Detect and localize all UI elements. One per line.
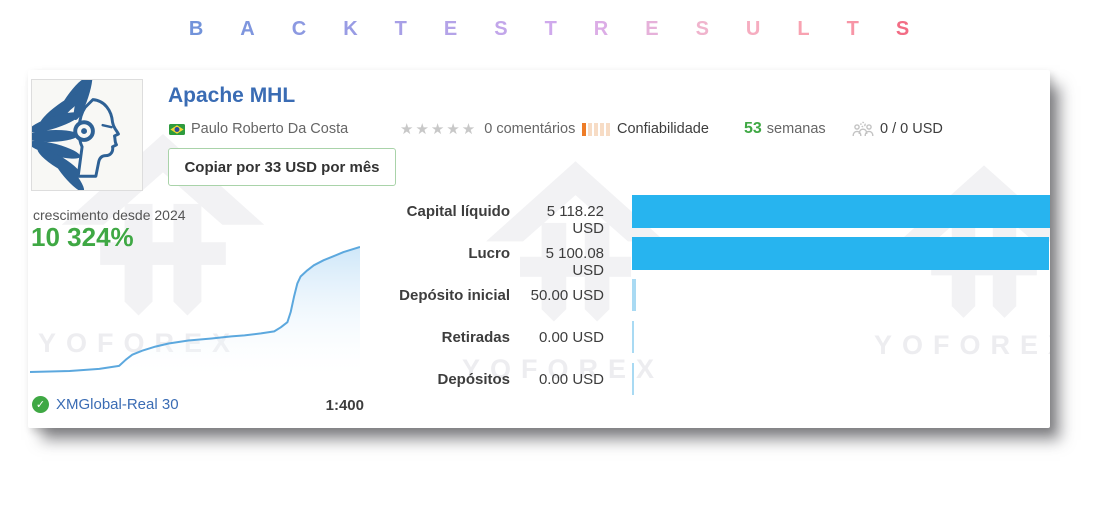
reliability-label: Confiabilidade — [617, 121, 709, 137]
verified-check-icon: ✓ — [32, 396, 49, 413]
stat-label: Retiradas — [441, 329, 510, 346]
signal-avatar[interactable] — [28, 71, 143, 192]
copy-signal-button[interactable]: Copiar por 33 USD por mês — [168, 148, 396, 186]
title-letter: E — [645, 18, 659, 40]
yoforex-text-watermark: YOFOREX — [462, 354, 665, 384]
title-letter: T — [394, 18, 407, 40]
growth-caption: crescimento desde 2024 — [33, 207, 186, 223]
growth-percentage: 10 324% — [31, 222, 134, 252]
title-letter: S — [494, 18, 508, 40]
brazil-flag-icon — [169, 123, 185, 135]
star-rating-icons: ★★★★★ — [400, 121, 478, 138]
title-letter: S — [895, 18, 910, 40]
stat-value: 5 100.08 USD — [545, 245, 604, 279]
reviews-count: 0 comentários — [484, 121, 576, 137]
stat-bar-retiradas — [632, 321, 634, 353]
weeks-label: semanas — [766, 121, 826, 137]
stat-bar-deposito-inicial — [632, 279, 636, 311]
stat-bar-capital — [632, 195, 1050, 228]
weeks-row: 53 semanas — [744, 119, 826, 139]
reliability-meter-icon — [582, 122, 610, 136]
reliability-row: Confiabilidade — [582, 119, 709, 139]
author-row[interactable]: Paulo Roberto Da Costa — [169, 119, 348, 139]
growth-line-chart — [30, 246, 360, 375]
broker-name-link[interactable]: XMGlobal-Real 30 — [56, 396, 179, 413]
chief-head-illustration — [28, 71, 120, 192]
signal-name-link[interactable]: Apache MHL — [168, 84, 296, 107]
stat-label: Depósitos — [437, 371, 510, 388]
title-letter: T — [544, 18, 557, 40]
stat-bar-lucro — [632, 237, 1049, 270]
stat-label: Capital líquido — [406, 203, 510, 220]
author-name: Paulo Roberto Da Costa — [191, 121, 349, 137]
signal-card: YOFOREX YOFOREX YOFOREX — [28, 70, 1050, 428]
stat-bar-depositos — [632, 363, 634, 395]
title-letter: S — [695, 18, 709, 40]
chart-area-fill — [30, 247, 360, 375]
title-letter: A — [240, 18, 255, 40]
title-letter: R — [593, 18, 609, 40]
weeks-value: 53 — [744, 120, 762, 137]
title-letter: U — [745, 18, 761, 40]
page-title: B A C K T E S T R E S U L T S — [0, 16, 1098, 42]
people-group-icon — [852, 121, 874, 136]
leverage-value: 1:400 — [325, 397, 364, 414]
stat-bars — [632, 70, 1050, 428]
title-letter: T — [846, 18, 859, 40]
broker-row[interactable]: ✓ XMGlobal-Real 30 — [32, 396, 179, 413]
title-letter: E — [443, 18, 458, 40]
stat-label: Lucro — [468, 245, 510, 262]
chart-line — [30, 246, 360, 373]
yoforex-logo-watermark — [61, 134, 265, 316]
rating-row: ★★★★★ 0 comentários — [400, 119, 575, 139]
stat-value: 50.00 USD — [530, 287, 604, 304]
stat-value: 5 118.22 USD — [546, 203, 604, 237]
title-letter: L — [797, 18, 810, 40]
subscribers-funds: 0 / 0 USD — [880, 121, 943, 137]
title-letter: C — [291, 18, 307, 40]
stat-value: 0.00 USD — [538, 329, 604, 346]
yoforex-logo-watermark — [486, 161, 665, 322]
title-letter: B — [188, 18, 204, 40]
stat-label: Depósito inicial — [399, 287, 510, 304]
yoforex-text-watermark: YOFOREX — [874, 330, 1050, 360]
stat-value: 0.00 USD — [538, 371, 604, 388]
subscribers-row: 0 / 0 USD — [852, 119, 943, 139]
title-letter: K — [343, 18, 358, 40]
